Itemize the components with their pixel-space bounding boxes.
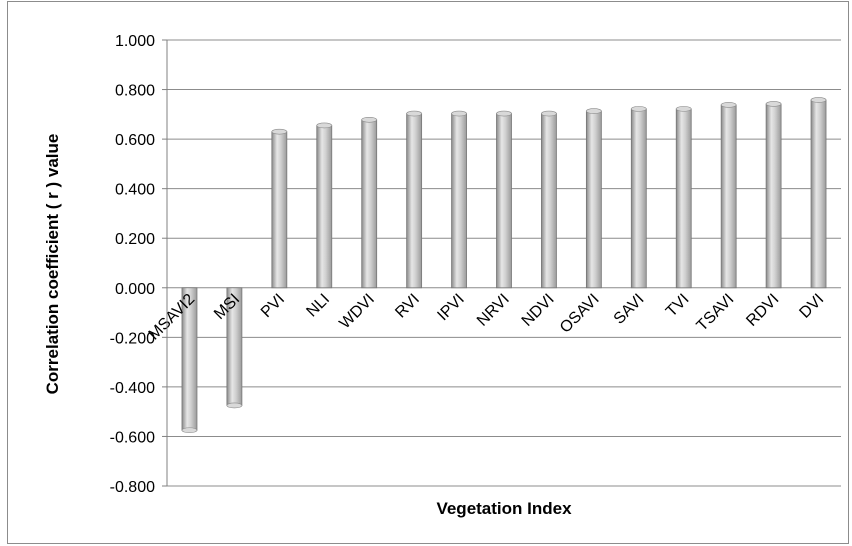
bar-cap	[316, 122, 333, 129]
bar-dvi	[810, 99, 827, 289]
bar-nli	[316, 125, 333, 289]
bar-cap	[181, 427, 198, 434]
bar-cap	[451, 110, 467, 117]
x-tick-label: PVI	[258, 291, 288, 321]
bars	[181, 97, 827, 434]
bar-tvi	[675, 108, 692, 289]
bar-cap	[586, 108, 602, 114]
bar-osavi	[585, 110, 602, 289]
x-tick-label: RDVI	[743, 291, 782, 330]
bar-rdvi	[765, 103, 782, 289]
x-tick-label: DVI	[796, 291, 827, 322]
bar-ndvi	[541, 113, 557, 289]
y-tick-label: -0.800	[110, 479, 155, 496]
bar-cap	[720, 102, 737, 108]
y-tick-label: 0.400	[115, 182, 155, 199]
bar-nrvi	[496, 113, 512, 289]
bar-pvi	[271, 131, 288, 289]
x-tick-label: NLI	[303, 291, 333, 321]
y-axis-ticks: -0.800 -0.600 -0.400 -0.200 0.000 0.200 0.400 0…	[110, 33, 167, 496]
x-tick-label: NRVI	[474, 291, 513, 330]
bar-cap	[765, 101, 782, 107]
bar-cap	[675, 106, 692, 112]
bar-cap	[541, 110, 557, 117]
bar-savi	[630, 108, 647, 289]
y-tick-label: 0.800	[115, 83, 155, 100]
bar-rvi	[406, 113, 423, 289]
x-tick-label: TVI	[663, 291, 693, 321]
x-tick-label: IPVI	[434, 291, 467, 324]
x-axis-categories: MSAVI2 MSI PVI NLI WDVI RVI IPVI NRVI NDVI OSAVI S…	[146, 291, 828, 344]
y-tick-label: -0.600	[110, 429, 155, 446]
bar-cap	[226, 402, 243, 409]
y-tick-label: 1.000	[115, 33, 155, 50]
x-tick-label: RVI	[392, 291, 423, 322]
bar-cap	[271, 128, 288, 135]
y-tick-label: -0.400	[110, 380, 155, 397]
bar-tsavi	[720, 104, 737, 289]
bar-cap	[361, 116, 378, 123]
x-tick-label: TSAVI	[694, 291, 738, 335]
bar-cap	[630, 106, 647, 112]
y-tick-label: 0.600	[115, 132, 155, 149]
y-axis-title: Correlation coefficient ( r ) value	[43, 134, 62, 395]
bar-cap	[810, 97, 827, 103]
y-tick-label: -0.200	[110, 330, 155, 347]
x-tick-label: NDVI	[519, 291, 558, 330]
bar-cap	[496, 110, 512, 117]
y-tick-label: 0.000	[115, 281, 155, 298]
x-tick-label: OSAVI	[557, 291, 603, 337]
chart-frame	[7, 1, 849, 544]
bar-cap	[406, 110, 422, 117]
bar-ipvi	[451, 113, 467, 289]
x-axis-title: Vegetation Index	[436, 499, 572, 518]
x-tick-label: WDVI	[336, 291, 378, 333]
y-tick-label: 0.200	[115, 231, 155, 248]
x-tick-label: SAVI	[611, 291, 648, 328]
bar-wdvi	[361, 119, 378, 289]
